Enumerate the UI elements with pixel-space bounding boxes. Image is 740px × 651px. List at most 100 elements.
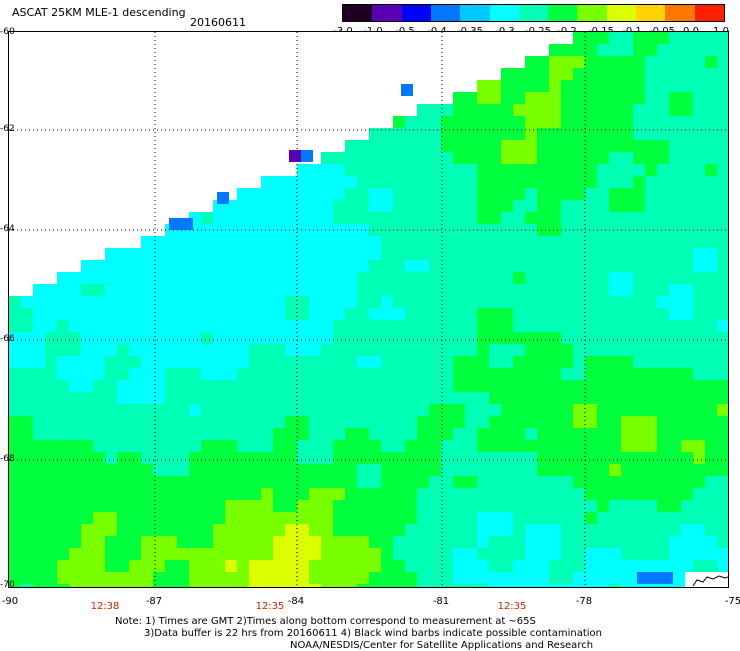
data-cell: [393, 284, 406, 297]
data-cell: [201, 248, 214, 261]
data-cell: [585, 236, 598, 249]
data-cell: [21, 536, 34, 549]
data-cell: [393, 560, 406, 573]
data-cell: [537, 548, 550, 561]
data-cell: [561, 128, 574, 141]
data-cell: [165, 488, 178, 501]
data-cell: [225, 320, 238, 333]
data-cell: [333, 332, 346, 345]
data-cell: [21, 476, 34, 489]
data-cell: [453, 152, 466, 165]
data-cell: [645, 68, 658, 81]
data-cell: [717, 512, 728, 525]
data-cell: [237, 428, 250, 441]
data-cell: [213, 548, 226, 561]
data-cell: [381, 368, 394, 381]
data-cell: [597, 140, 610, 153]
data-cell: [417, 200, 430, 213]
data-cell: [69, 272, 82, 285]
data-cell: [609, 236, 622, 249]
data-cell: [669, 164, 682, 177]
data-cell: [21, 320, 34, 333]
data-cell: [393, 164, 406, 177]
data-cell: [693, 452, 706, 465]
data-cell: [177, 560, 190, 573]
data-cell: [345, 464, 358, 477]
data-cell: [453, 368, 466, 381]
data-cell: [609, 320, 622, 333]
data-cell: [225, 296, 238, 309]
data-cell: [645, 272, 658, 285]
data-cell: [33, 452, 46, 465]
data-cell: [717, 32, 728, 45]
data-cell: [669, 272, 682, 285]
data-cell: [513, 548, 526, 561]
data-cell: [537, 116, 550, 129]
data-cell: [429, 332, 442, 345]
data-cell: [393, 584, 406, 587]
data-cell: [609, 212, 622, 225]
data-cell: [513, 188, 526, 201]
data-cell: [645, 92, 658, 105]
data-cell: [441, 404, 454, 417]
data-cell: [705, 128, 718, 141]
data-cell: [645, 284, 658, 297]
data-cell: [669, 116, 682, 129]
data-cell: [633, 452, 646, 465]
data-cell: [585, 92, 598, 105]
data-cell: [405, 572, 418, 585]
data-cell: [165, 392, 178, 405]
data-cell: [549, 476, 562, 489]
data-cell: [381, 188, 394, 201]
data-cell: [345, 380, 358, 393]
data-cell: [249, 224, 262, 237]
data-cell: [249, 272, 262, 285]
data-cell: [645, 164, 658, 177]
data-cell: [297, 404, 310, 417]
data-cell: [57, 284, 70, 297]
data-cell: [465, 356, 478, 369]
data-cell: [513, 68, 526, 81]
data-cell: [597, 284, 610, 297]
data-cell: [141, 296, 154, 309]
data-cell: [393, 176, 406, 189]
data-cell: [657, 212, 670, 225]
data-cell: [333, 296, 346, 309]
data-cell: [537, 584, 550, 587]
data-cell: [465, 488, 478, 501]
data-cell: [621, 104, 634, 117]
data-cell: [393, 272, 406, 285]
latitude-label: -60: [0, 27, 15, 37]
data-cell: [393, 488, 406, 501]
data-cell: [525, 356, 538, 369]
data-cell: [585, 176, 598, 189]
data-cell: [681, 308, 694, 321]
data-cell: [321, 308, 334, 321]
data-cell: [273, 308, 286, 321]
data-cell: [621, 68, 634, 81]
data-cell: [177, 512, 190, 525]
data-cell: [417, 152, 430, 165]
data-cell: [693, 296, 706, 309]
data-cell: [33, 356, 46, 369]
data-cell: [9, 416, 22, 429]
data-cell: [489, 548, 502, 561]
data-cell: [621, 380, 634, 393]
data-cell: [285, 428, 298, 441]
data-cell: [273, 428, 286, 441]
data-cell: [333, 248, 346, 261]
data-cell: [573, 488, 586, 501]
data-cell: [513, 440, 526, 453]
data-cell: [585, 416, 598, 429]
data-cell: [441, 260, 454, 273]
data-cell: [189, 236, 202, 249]
data-cell: [321, 284, 334, 297]
data-cell: [609, 200, 622, 213]
data-cell: [705, 308, 718, 321]
data-cell: [237, 548, 250, 561]
data-cell: [597, 536, 610, 549]
data-cell: [621, 368, 634, 381]
data-cell: [585, 476, 598, 489]
data-cell: [645, 44, 658, 57]
data-cell: [69, 308, 82, 321]
